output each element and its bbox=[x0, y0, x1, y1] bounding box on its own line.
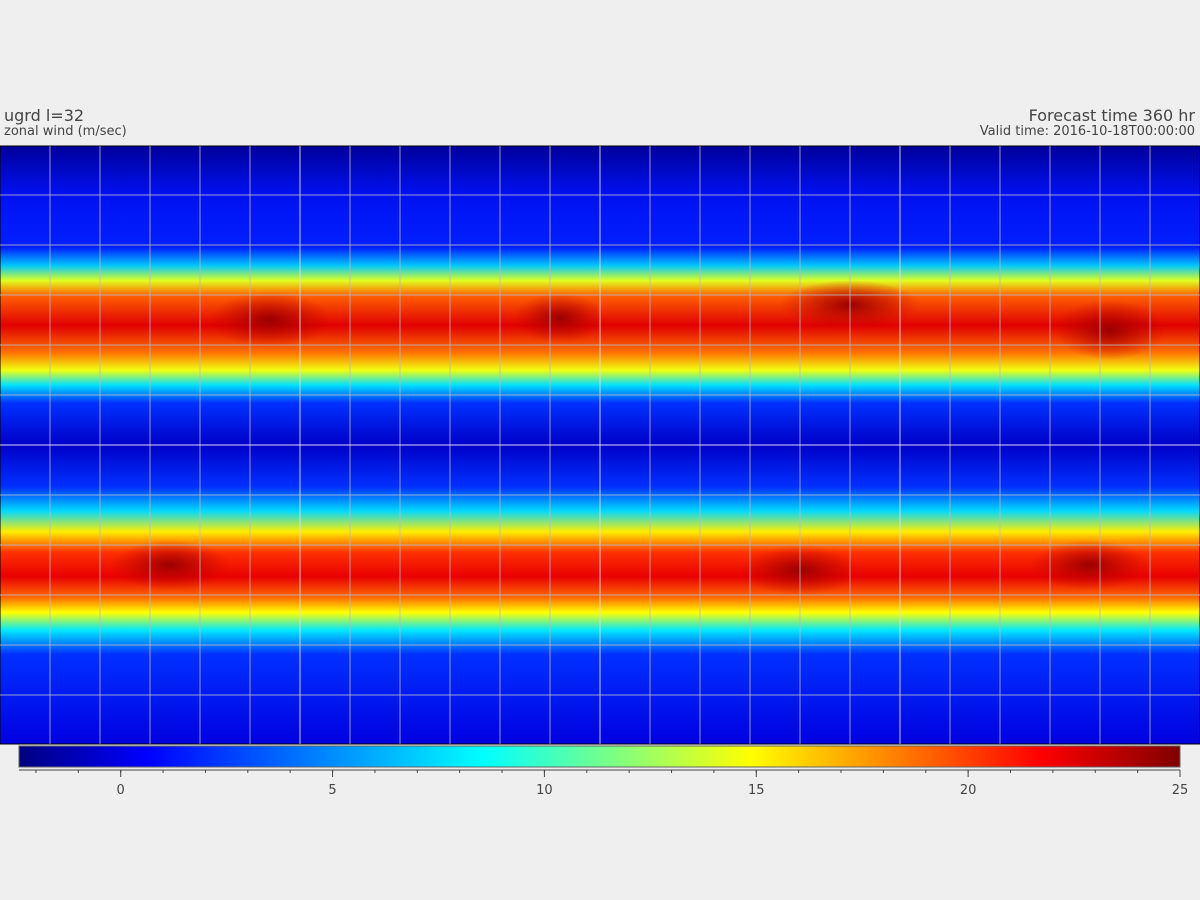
jet-core bbox=[210, 292, 330, 348]
colorbar-scale bbox=[18, 745, 1181, 768]
jet-core bbox=[1030, 540, 1150, 590]
jet-core bbox=[1055, 300, 1165, 360]
jet-core bbox=[110, 540, 230, 590]
title: ugrd l=32 bbox=[4, 106, 84, 125]
tick-label: 10 bbox=[536, 783, 553, 798]
map bbox=[0, 145, 1200, 745]
tick-label: 20 bbox=[960, 783, 977, 798]
tick-label: 25 bbox=[1172, 783, 1189, 798]
colorbar: 0 5 10 15 20 25 bbox=[18, 745, 1189, 798]
jet-core bbox=[515, 293, 605, 343]
valid-time: Valid time: 2016-10-18T00:00:00 bbox=[980, 124, 1195, 139]
tick-label: 15 bbox=[748, 783, 765, 798]
tick-label: 0 bbox=[117, 783, 125, 798]
graticule bbox=[0, 146, 1200, 744]
forecast-time: Forecast time 360 hr bbox=[1029, 106, 1196, 125]
subtitle: zonal wind (m/sec) bbox=[4, 124, 127, 139]
tick-label: 5 bbox=[328, 783, 336, 798]
